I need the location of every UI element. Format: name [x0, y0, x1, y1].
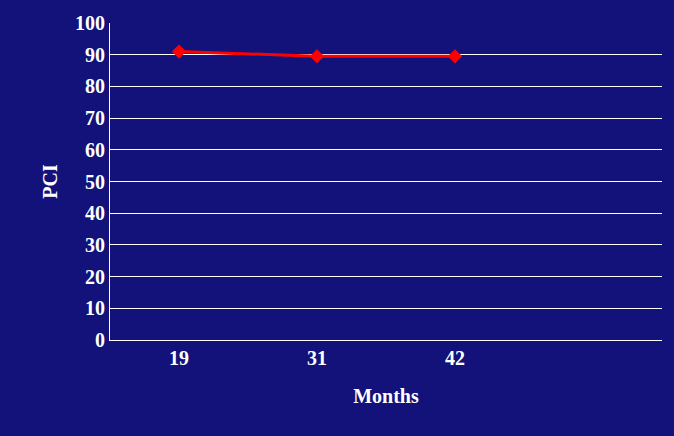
svg-text:PCI: PCI	[39, 164, 61, 199]
svg-text:60: 60	[85, 139, 105, 161]
svg-text:20: 20	[85, 266, 105, 288]
svg-text:31: 31	[307, 347, 327, 369]
svg-text:19: 19	[169, 347, 189, 369]
svg-text:40: 40	[85, 202, 105, 224]
svg-text:10: 10	[85, 297, 105, 319]
svg-text:30: 30	[85, 234, 105, 256]
svg-text:90: 90	[85, 44, 105, 66]
svg-text:Months: Months	[353, 385, 419, 407]
svg-text:80: 80	[85, 75, 105, 97]
svg-text:100: 100	[75, 12, 105, 34]
svg-text:42: 42	[445, 347, 465, 369]
svg-text:0: 0	[95, 329, 105, 351]
svg-text:50: 50	[85, 171, 105, 193]
svg-text:70: 70	[85, 107, 105, 129]
